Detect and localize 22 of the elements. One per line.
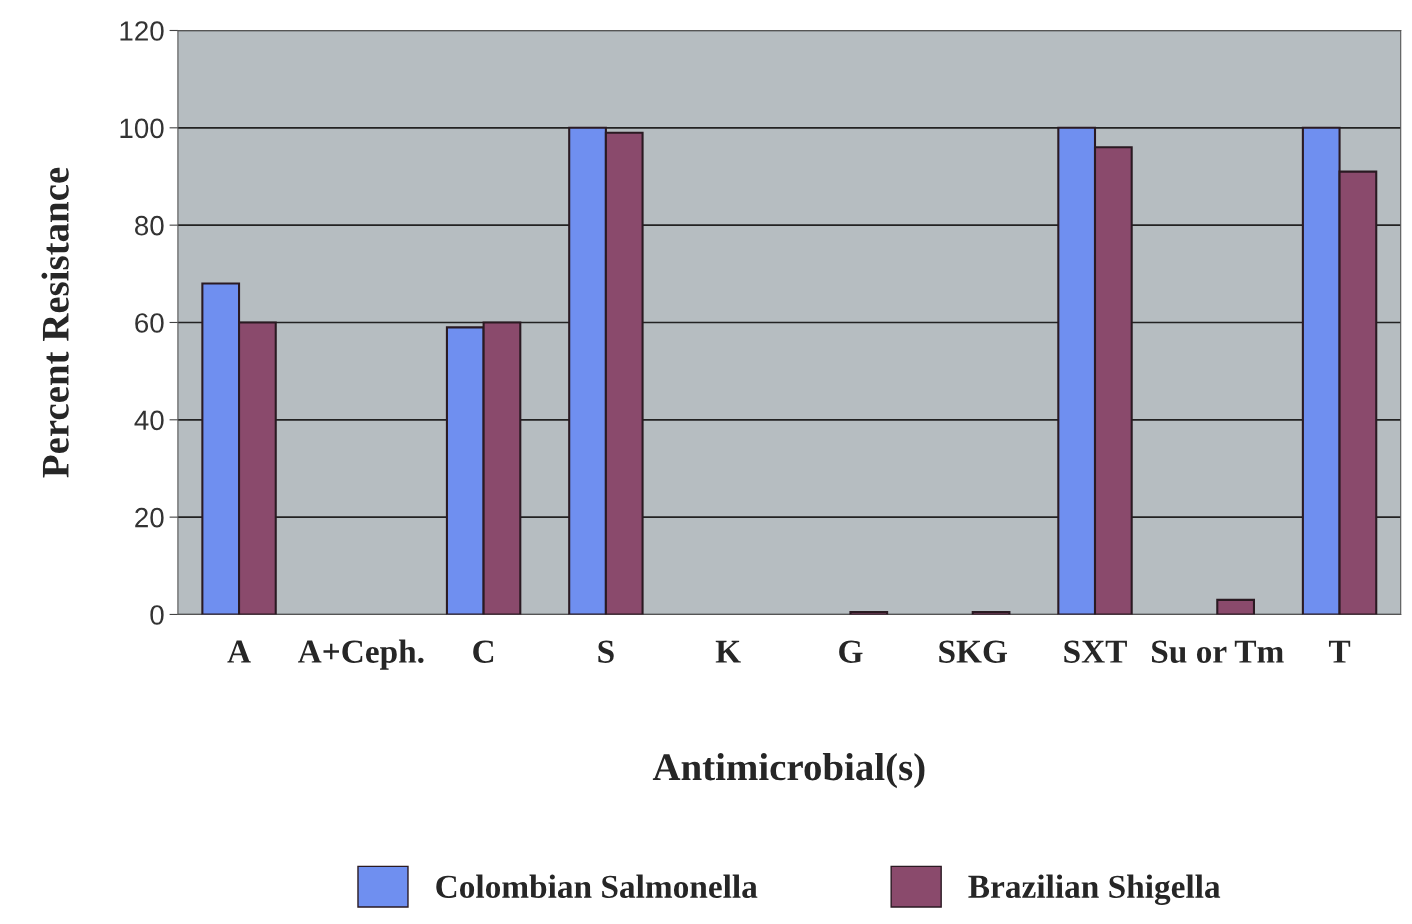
x-axis-title: Antimicrobial(s) xyxy=(652,753,925,789)
legend-label: Brazilian Shigella xyxy=(968,874,1221,906)
x-tick-label: A+Ceph. xyxy=(297,639,424,670)
y-tick-label: 100 xyxy=(120,118,164,139)
legend-label: Colombian Salmonella xyxy=(436,874,758,899)
x-tick-label: C xyxy=(473,640,494,663)
x-tick-label: SKG xyxy=(939,640,1008,663)
x-tick-label: A xyxy=(227,640,251,663)
x-tick-label: Su or Tm xyxy=(1152,640,1284,663)
x-tick-label: S xyxy=(598,640,614,663)
bar xyxy=(1216,598,1256,615)
y-axis-title: Percent Resistance xyxy=(41,167,69,478)
x-tick-label: T xyxy=(1328,640,1351,663)
x-tick-label: G xyxy=(839,640,863,663)
x-tick-label: SXT xyxy=(1064,640,1127,663)
y-tick-label: 20 xyxy=(135,507,164,528)
x-tick-label: K xyxy=(715,640,741,663)
y-tick-label: 120 xyxy=(120,21,164,41)
y-tick-label: 60 xyxy=(135,313,164,333)
y-tick-label: 80 xyxy=(135,215,164,236)
y-tick-label: 40 xyxy=(134,410,164,431)
y-tick-label: 0 xyxy=(150,605,164,625)
